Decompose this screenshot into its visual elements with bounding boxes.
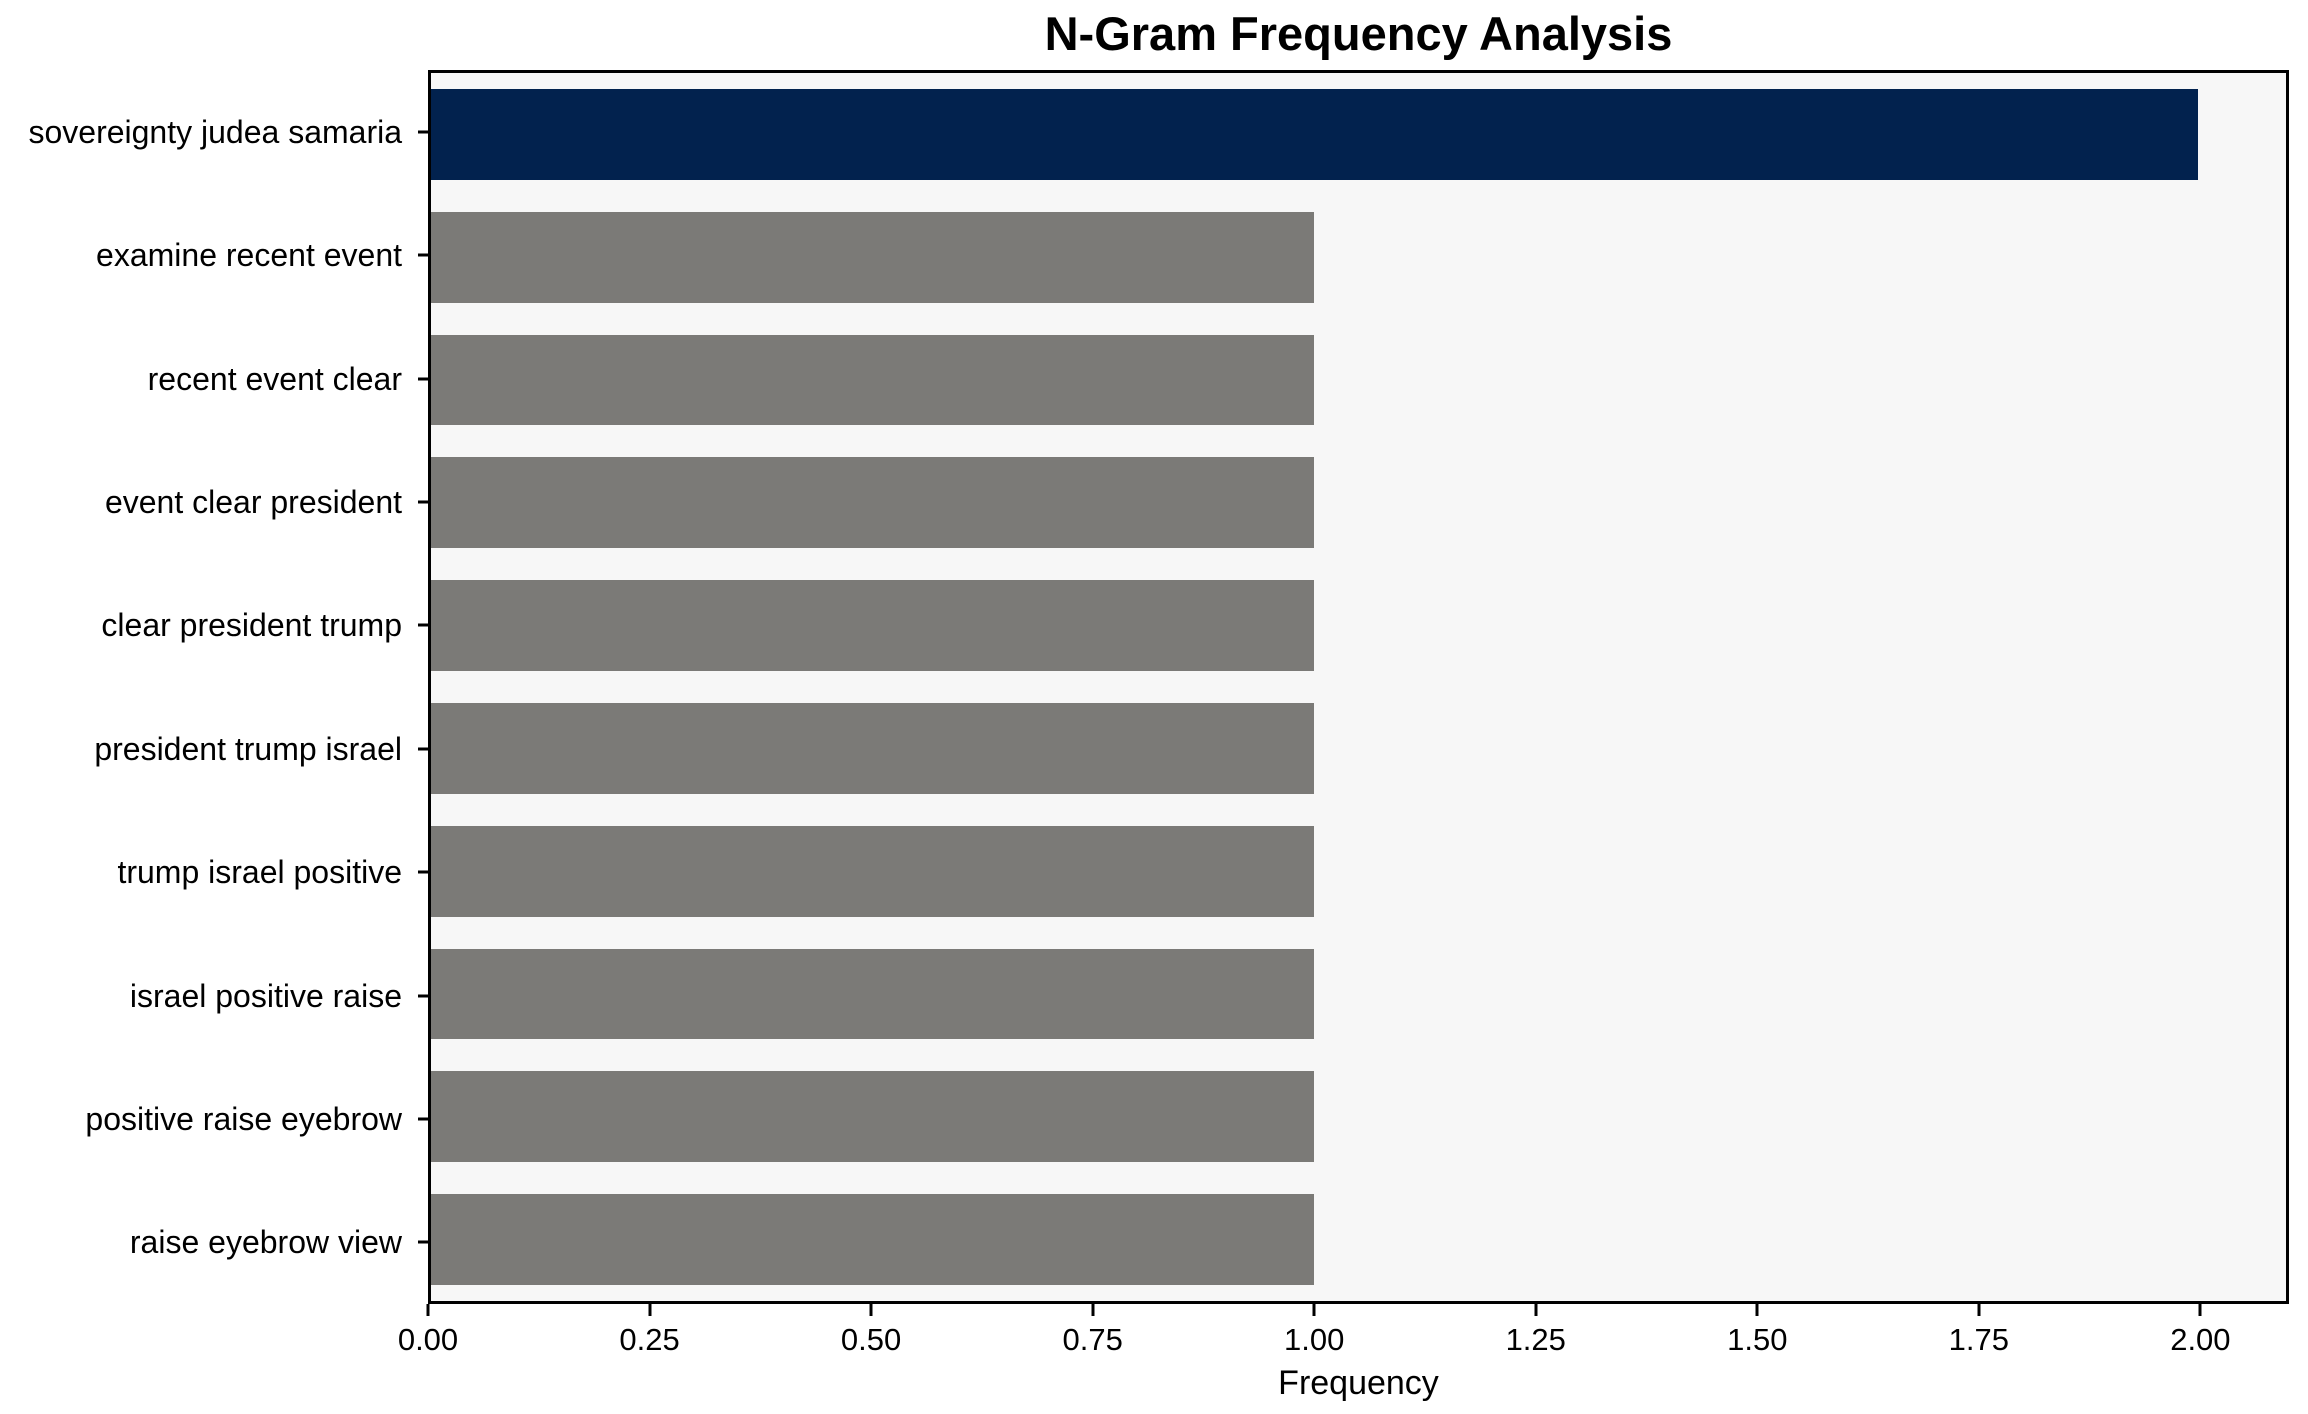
bar-row <box>431 441 2286 564</box>
x-axis-ticks: 0.00 0.25 0.50 0.75 1.00 1.25 1.50 1.75 2.00 <box>398 1304 2289 1374</box>
y-tick-label: sovereignty judea samaria <box>28 113 402 150</box>
x-tick-label: 0.00 <box>397 1322 459 1357</box>
x-tick-mark <box>1091 1304 1095 1316</box>
y-tick-mark <box>418 994 428 997</box>
x-axis-title: Frequency <box>1278 1364 1439 1402</box>
y-tick-label: positive raise eyebrow <box>85 1100 402 1137</box>
y-tick-label: examine recent event <box>96 237 402 274</box>
bar <box>431 825 1315 917</box>
y-tick-label: israel positive raise <box>129 977 402 1014</box>
y-tick-mark <box>418 870 428 874</box>
y-axis-labels: sovereignty judea samaria examine recent … <box>0 70 428 1304</box>
y-tick-label: trump israel positive <box>117 854 402 891</box>
y-tick-mark <box>418 130 428 134</box>
x-tick-label: 1.75 <box>1948 1322 2009 1357</box>
y-tick-mark <box>418 747 428 751</box>
x-tick-mark <box>1312 1304 1316 1316</box>
bar-row <box>431 319 2286 442</box>
y-tick-mark <box>418 377 428 380</box>
plot-area <box>428 70 2289 1304</box>
x-tick-label: 1.00 <box>1284 1322 1345 1357</box>
x-tick-mark <box>648 1304 652 1316</box>
bar-row <box>431 73 2286 196</box>
y-tick-label: recent event clear <box>147 360 402 397</box>
y-tick-mark <box>418 500 428 504</box>
bar <box>431 948 1315 1040</box>
bar-row <box>431 196 2286 319</box>
x-tick-mark <box>1755 1304 1759 1316</box>
y-tick-mark <box>418 253 428 257</box>
bar <box>431 457 1315 549</box>
bar-row <box>431 810 2286 933</box>
x-tick-label: 2.00 <box>2170 1322 2231 1357</box>
bar-row <box>431 687 2286 810</box>
y-tick-label: president trump israel <box>94 730 402 767</box>
chart-title: N-Gram Frequency Analysis <box>1044 7 1673 60</box>
bar <box>431 702 1315 794</box>
y-tick-mark <box>418 623 428 627</box>
bar <box>431 334 1315 426</box>
x-tick-mark <box>1534 1304 1538 1316</box>
y-tick-mark <box>418 1117 428 1121</box>
bar <box>431 580 1315 671</box>
x-tick-mark <box>1977 1304 1981 1316</box>
x-tick-label: 0.25 <box>619 1322 680 1357</box>
y-tick-label: raise eyebrow view <box>129 1224 402 1261</box>
bar <box>431 1071 1315 1163</box>
bar <box>431 211 1315 303</box>
y-tick-label: clear president trump <box>101 607 402 644</box>
bar-row <box>431 1055 2286 1178</box>
y-tick-label: event clear president <box>104 483 402 520</box>
x-tick-mark <box>426 1304 430 1316</box>
x-tick-label: 0.50 <box>840 1322 902 1357</box>
y-tick-mark <box>418 1240 428 1244</box>
bar-row <box>431 1178 2286 1301</box>
x-tick-mark <box>2198 1304 2202 1316</box>
x-tick-label: 1.25 <box>1505 1322 1566 1357</box>
x-tick-label: 0.75 <box>1062 1322 1123 1357</box>
bar <box>431 1194 1315 1285</box>
bar-row <box>431 933 2286 1056</box>
x-tick-mark <box>869 1304 873 1316</box>
bar-row <box>431 564 2286 687</box>
x-tick-label: 1.50 <box>1727 1322 1788 1357</box>
bar <box>431 88 2198 180</box>
